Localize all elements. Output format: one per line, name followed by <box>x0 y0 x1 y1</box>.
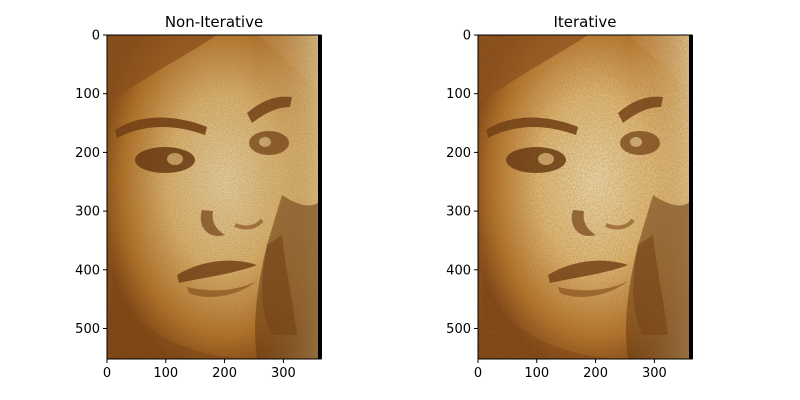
image-edge-strip <box>318 35 322 359</box>
y-tick-label: 200 <box>75 146 100 161</box>
y-tick-label: 400 <box>446 263 471 278</box>
axes-frame <box>106 34 322 360</box>
axes-frame <box>477 34 693 360</box>
x-tick-label: 300 <box>271 366 296 381</box>
x-tick-label: 300 <box>642 366 667 381</box>
x-tick-label: 200 <box>212 366 237 381</box>
panel-title: Non-Iterative <box>165 13 263 31</box>
panel-non-iterative: Non-Iterative 0 100 200 300 0 100 200 300 400 50… <box>75 13 322 381</box>
y-tick-label: 0 <box>463 29 471 44</box>
image-edge-strip <box>689 35 693 359</box>
x-tick-label: 0 <box>103 366 111 381</box>
y-tick-label: 500 <box>75 322 100 337</box>
x-tick-label: 100 <box>153 366 178 381</box>
y-tick-label: 100 <box>446 87 471 102</box>
x-tick-label: 100 <box>524 366 549 381</box>
y-tick-label: 100 <box>75 87 100 102</box>
panel-iterative: Iterative 0 100 200 300 0 100 200 300 400 500 <box>446 13 693 381</box>
y-tick-label: 300 <box>446 205 471 220</box>
y-tick-label: 400 <box>75 263 100 278</box>
x-axis: 0 100 200 300 <box>474 359 667 381</box>
face-mosaic-image <box>478 35 693 359</box>
y-tick-label: 0 <box>92 29 100 44</box>
y-axis: 0 100 200 300 400 500 <box>446 29 478 337</box>
y-tick-label: 200 <box>446 146 471 161</box>
x-tick-label: 0 <box>474 366 482 381</box>
panel-title: Iterative <box>553 13 616 31</box>
y-tick-label: 500 <box>446 322 471 337</box>
y-axis: 0 100 200 300 400 500 <box>75 29 107 337</box>
x-tick-label: 200 <box>583 366 608 381</box>
y-tick-label: 300 <box>75 205 100 220</box>
x-axis: 0 100 200 300 <box>103 359 296 381</box>
face-mosaic-image <box>107 35 322 359</box>
